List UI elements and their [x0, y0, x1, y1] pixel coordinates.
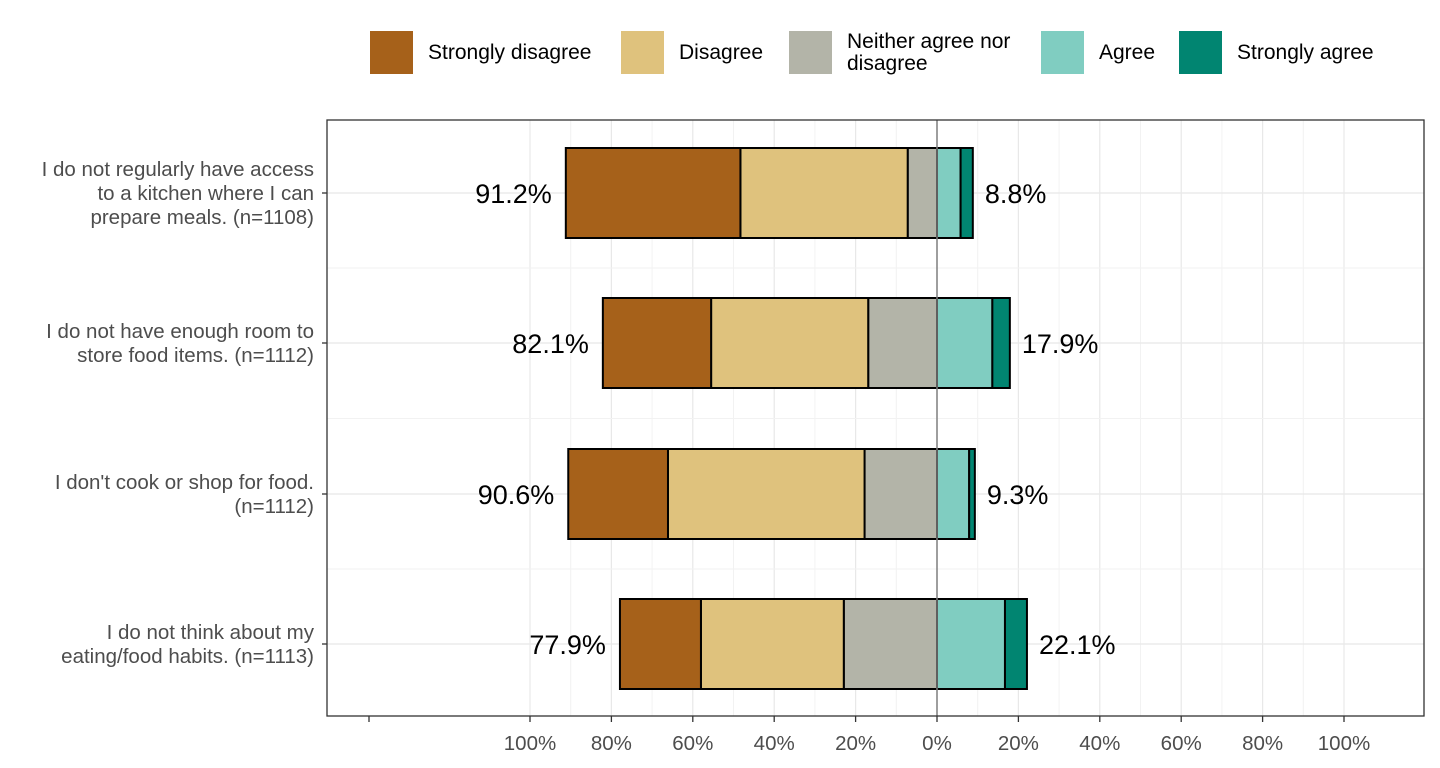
- left-total-label: 90.6%: [478, 480, 555, 510]
- bar-segment: [991, 297, 1011, 389]
- plot-border: [326, 119, 1425, 717]
- category-label-line: (n=1112): [234, 495, 314, 518]
- category-label-line: to a kitchen where I can: [97, 182, 314, 205]
- category-label-line: prepare meals. (n=1108): [90, 206, 314, 229]
- category-label-line: I do not think about my: [107, 621, 315, 644]
- legend-swatch: [789, 31, 832, 74]
- legend: Strongly disagree Disagree Neither agree n…: [0, 0, 1440, 100]
- category-label-line: eating/food habits. (n=1113): [61, 645, 314, 668]
- bar-segment: [601, 297, 713, 389]
- bar-segment: [710, 297, 870, 389]
- bar-segment: [567, 448, 669, 540]
- x-tick-label: 80%: [591, 732, 632, 755]
- category-label: I don't cook or shop for food. (n=1112): [55, 471, 314, 518]
- bar-segment: [842, 598, 938, 690]
- bar-segment: [906, 147, 938, 239]
- x-tick-label: 0%: [922, 732, 952, 755]
- legend-label: Agree: [1099, 41, 1156, 64]
- left-total-label: 91.2%: [475, 179, 552, 209]
- x-tick-label: 100%: [504, 732, 556, 755]
- category-label-line: store food items. (n=1112): [77, 344, 314, 367]
- category-label: I do not have enough room to store food i…: [46, 320, 314, 367]
- bar-segment: [936, 598, 1006, 690]
- x-tick-label: 40%: [1079, 732, 1120, 755]
- legend-label: Strongly agree: [1237, 41, 1374, 64]
- x-tick-label: 20%: [998, 732, 1039, 755]
- bar-segment: [936, 297, 994, 389]
- bar-segment: [867, 297, 938, 389]
- x-tick-label: 20%: [835, 732, 876, 755]
- right-total-label: 8.8%: [985, 179, 1047, 209]
- bar-segment: [936, 448, 971, 540]
- legend-label: Neither agree nor disagree: [847, 30, 1011, 75]
- legend-swatch: [1179, 31, 1222, 74]
- category-label: I do not regularly have access to a kitch…: [42, 158, 314, 229]
- right-total-label: 22.1%: [1039, 630, 1116, 660]
- legend-label: Strongly disagree: [428, 41, 592, 64]
- x-tick-label: 40%: [754, 732, 795, 755]
- bar-segment: [863, 448, 939, 540]
- right-total-label: 9.3%: [987, 480, 1049, 510]
- legend-swatch: [1041, 31, 1084, 74]
- x-tick-label: 60%: [1161, 732, 1202, 755]
- legend-label: Disagree: [679, 41, 764, 64]
- category-label-line: I do not regularly have access: [42, 158, 314, 181]
- x-tick-label: 100%: [1318, 732, 1370, 755]
- category-label-line: I do not have enough room to: [46, 320, 314, 343]
- bar-segment: [1003, 598, 1028, 690]
- bar-segment: [959, 147, 974, 239]
- left-total-label: 77.9%: [529, 630, 606, 660]
- bar-segment: [739, 147, 909, 239]
- x-tick-label: 80%: [1242, 732, 1283, 755]
- category-label: I do not think about my eating/food habit…: [61, 621, 315, 668]
- x-tick-label: 60%: [672, 732, 713, 755]
- bar-segment: [666, 448, 866, 540]
- bar-segment: [564, 147, 742, 239]
- left-total-label: 82.1%: [512, 329, 589, 359]
- legend-swatch: [370, 31, 413, 74]
- legend-swatch: [621, 31, 664, 74]
- bar-segment: [618, 598, 702, 690]
- right-total-label: 17.9%: [1022, 329, 1099, 359]
- category-label-line: I don't cook or shop for food.: [55, 471, 314, 494]
- bar-segment: [699, 598, 845, 690]
- bar-segment: [968, 448, 976, 540]
- bar-segment: [936, 147, 962, 239]
